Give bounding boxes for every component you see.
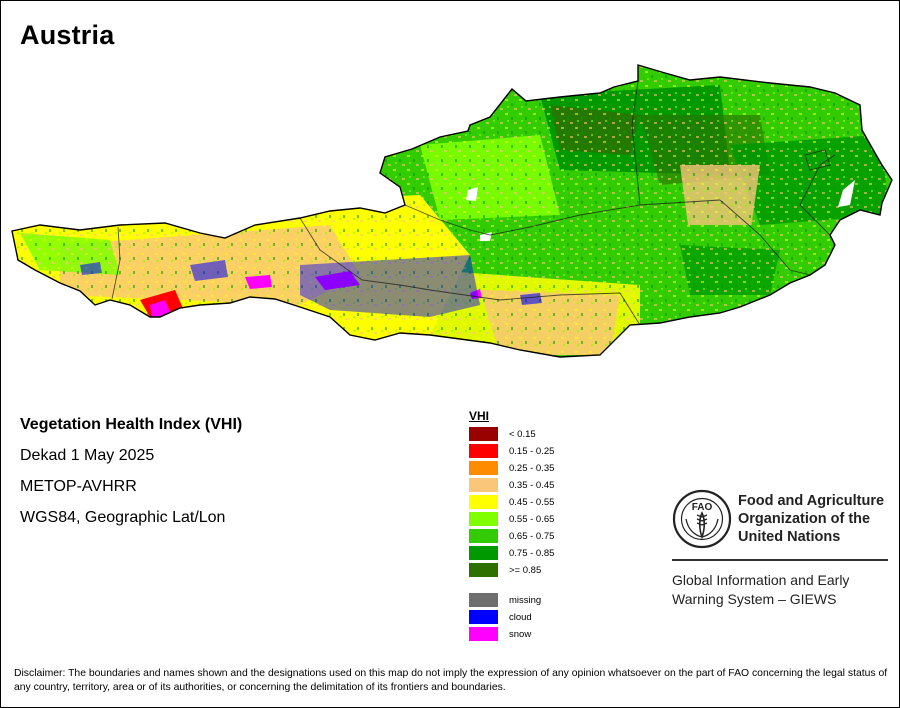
sensor-label: METOP-AVHRR [20,478,137,495]
legend-swatch [469,529,498,543]
period-label: Dekad 1 May 2025 [20,447,155,464]
legend-label: 0.65 - 0.75 [509,530,555,542]
legend-label: 0.15 - 0.25 [509,445,555,457]
cloud-patch-south [520,293,542,305]
legend-label: cloud [509,611,532,623]
lake-attersee [466,187,478,201]
divider [672,559,888,561]
map-info: Vegetation Health Index (VHI) Dekad 1 Ma… [20,414,242,538]
legend-item: 0.65 - 0.75 [469,529,554,543]
legend-item: 0.55 - 0.65 [469,512,554,526]
legend-label: 0.35 - 0.45 [509,479,555,491]
projection-label: WGS84, Geographic Lat/Lon [20,509,226,526]
legend-label: snow [509,628,532,640]
cloud-patch-tauern [300,255,480,317]
legend-label: 0.55 - 0.65 [509,513,555,525]
legend-label: missing [509,594,542,606]
legend-item: missing [469,593,541,607]
fao-logo-text: FAO [692,502,713,513]
boundary-upper-lower-austria-north [631,80,641,206]
austria-vhi-raster [11,64,893,358]
fao-emblem-icon: FAO [672,489,732,549]
legend-swatch [469,563,498,577]
boundary-vienna [804,149,831,171]
giews-label: Global Information and Early Warning Sys… [672,571,849,609]
vhi-map [0,55,900,385]
cloud-patch-west [80,262,102,275]
legend-item: 0.25 - 0.35 [469,461,554,475]
legend-swatch [469,495,498,509]
legend-swatch [469,427,498,441]
legend-swatch [469,593,498,607]
legend-item: < 0.15 [469,427,536,441]
org-name-line: United Nations [738,529,841,545]
org-name-line: Organization of the [738,511,871,527]
legend-swatch [469,546,498,560]
lake-neusiedl [838,180,855,207]
legend-rows: < 0.15 0.15 - 0.25 0.25 - 0.35 0.35 - 0.45 0… [469,427,589,657]
legend-item: 0.15 - 0.25 [469,444,554,458]
disclaimer: Disclaimer: The boundaries and names sho… [14,668,888,693]
cloud-patch-tyrol [190,260,228,281]
legend-swatch [469,478,498,492]
legend-swatch [469,444,498,458]
vhi-texture [12,65,892,357]
legend-label: 0.25 - 0.35 [509,462,555,474]
boundary-lower-austria-styria [719,199,811,276]
legend-swatch [469,512,498,526]
legend-item: 0.35 - 0.45 [469,478,554,492]
organization-name: Food and Agriculture Organization of the… [738,492,884,546]
legend-item: snow [469,627,531,641]
boundary-upper-lower-austria [529,199,721,228]
org-name-line: Food and Agriculture [738,493,885,509]
fao-logo: FAO [672,489,732,554]
legend-item: >= 0.85 [469,563,541,577]
giews-line: Warning System – GIEWS [672,591,837,607]
legend-title: VHI [469,409,490,423]
legend-swatch [469,627,498,641]
snow-patch-west [150,300,172,317]
giews-line: Global Information and Early [672,572,850,588]
boundary-tyrol-salzburg [299,217,431,291]
boundary-burgenland [799,154,836,236]
snow-patch-hohe-tauern [315,271,360,290]
snow-patch-tyrol [245,275,272,289]
boundary-salzburg-upper-austria [404,204,531,236]
legend-item: cloud [469,610,532,624]
boundary-vorarlberg-tyrol [111,226,121,300]
legend-label: < 0.15 [509,428,536,440]
legend-item: 0.45 - 0.55 [469,495,554,509]
legend-label: 0.75 - 0.85 [509,547,555,559]
map-title: Austria [20,20,115,50]
legend: VHI < 0.15 0.15 - 0.25 0.25 - 0.35 0.35 - 0… [469,409,589,657]
legend-label: >= 0.85 [509,564,542,576]
state-boundaries [111,80,836,326]
product-name: Vegetation Health Index (VHI) [20,416,243,433]
legend-swatch [469,610,498,624]
boundary-carinthia-styria [429,289,641,326]
legend-label: 0.45 - 0.55 [509,496,555,508]
lake-alpine [480,232,492,241]
legend-swatch [469,461,498,475]
legend-item: 0.75 - 0.85 [469,546,554,560]
